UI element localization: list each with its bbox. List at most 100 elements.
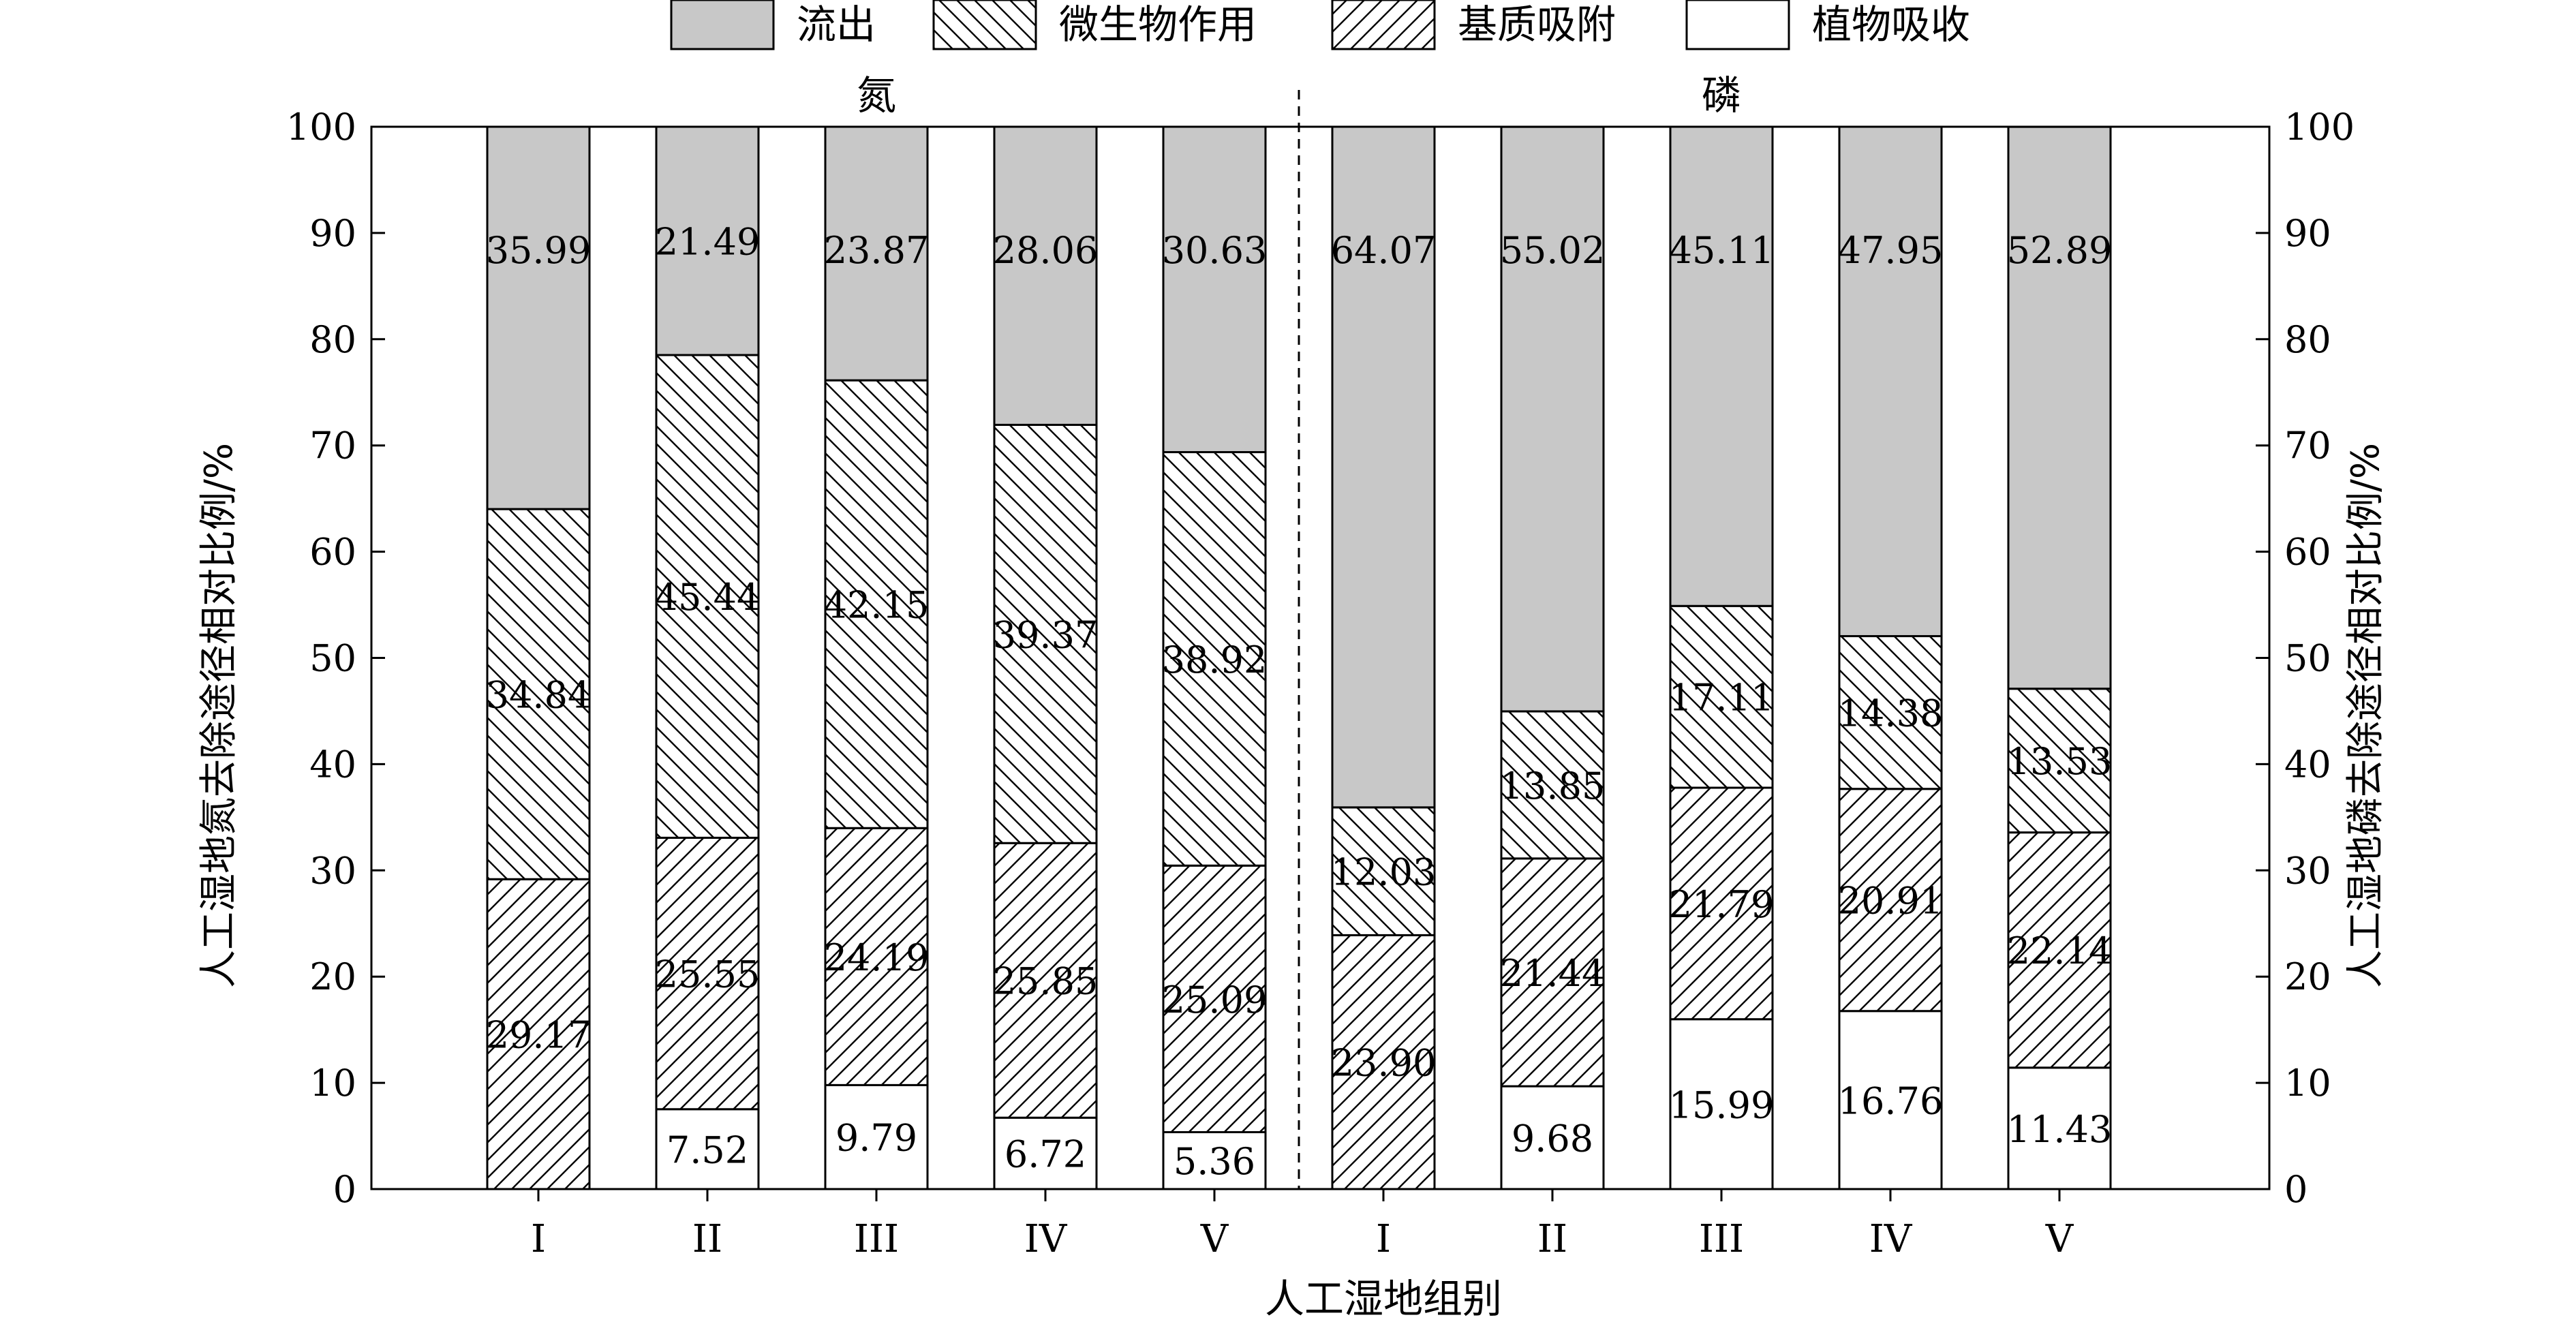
y-tick-label-right: 20 bbox=[2284, 955, 2331, 998]
data-label: 15.99 bbox=[1669, 1083, 1775, 1126]
data-label: 28.06 bbox=[993, 229, 1099, 272]
bar-segment bbox=[1162, 125, 1267, 454]
y-tick-label-left: 0 bbox=[333, 1168, 356, 1211]
data-label: 6.72 bbox=[1005, 1133, 1086, 1176]
bar-segment bbox=[1669, 604, 1774, 789]
y-axis-title-right: 人工湿地磷去除途径相对比例/% bbox=[2344, 443, 2388, 988]
bar-segment bbox=[993, 423, 1098, 844]
data-labels: 29.17 34.84 35.99 7.52 25.55 45.44 21.49 9.79 24… bbox=[486, 221, 2113, 1184]
bar-segment bbox=[1331, 934, 1436, 1190]
data-label: 5.36 bbox=[1174, 1140, 1255, 1183]
bar-segment bbox=[1162, 1130, 1267, 1190]
bar-segment bbox=[824, 1083, 929, 1190]
data-label: 21.44 bbox=[1500, 952, 1606, 995]
bar-segment bbox=[1669, 786, 1774, 1021]
bar-segment bbox=[486, 125, 591, 510]
bar-segment bbox=[486, 508, 591, 880]
y-tick-label-right: 0 bbox=[2284, 1168, 2307, 1211]
data-label: 25.09 bbox=[1162, 979, 1268, 1021]
data-label: 23.87 bbox=[824, 229, 930, 272]
x-tick-label: I bbox=[1376, 1217, 1391, 1261]
y-tick-label-left: 40 bbox=[309, 743, 356, 786]
x-tick-label: IV bbox=[1024, 1217, 1068, 1261]
bar-segment bbox=[1331, 125, 1436, 809]
data-label: 24.19 bbox=[824, 936, 930, 979]
data-label: 13.85 bbox=[1500, 765, 1606, 807]
data-label: 52.89 bbox=[2007, 229, 2113, 272]
data-label: 23.90 bbox=[1331, 1042, 1437, 1085]
bar-segment bbox=[2007, 125, 2112, 690]
x-tick-label: III bbox=[854, 1217, 899, 1261]
data-label: 12.03 bbox=[1331, 851, 1437, 894]
data-label: 38.92 bbox=[1162, 638, 1268, 681]
y-tick-label-right: 80 bbox=[2284, 318, 2331, 361]
bar-segment bbox=[993, 125, 1098, 426]
bar-segment bbox=[1838, 788, 1943, 1013]
data-label: 34.84 bbox=[486, 674, 592, 717]
bar-segment bbox=[2007, 688, 2112, 834]
data-label: 9.68 bbox=[1512, 1118, 1593, 1160]
data-label: 9.79 bbox=[835, 1117, 917, 1160]
legend-swatch bbox=[1331, 0, 1436, 50]
group-labels: 氮磷 bbox=[857, 72, 1741, 119]
legend-swatch bbox=[932, 0, 1037, 50]
group-label: 磷 bbox=[1702, 72, 1741, 119]
data-label: 21.49 bbox=[655, 221, 761, 264]
data-label: 64.07 bbox=[1331, 229, 1437, 272]
bar-segment bbox=[993, 842, 1098, 1119]
legend-swatch bbox=[670, 0, 775, 50]
x-tick-label: I bbox=[531, 1217, 546, 1261]
data-label: 25.85 bbox=[993, 960, 1099, 1003]
data-label: 25.55 bbox=[655, 953, 761, 996]
legend-label: 流出 bbox=[797, 1, 876, 48]
bar-segment bbox=[1500, 710, 1605, 860]
data-label: 35.99 bbox=[486, 229, 592, 272]
data-label: 7.52 bbox=[666, 1128, 748, 1171]
legend-swatch bbox=[1685, 0, 1790, 50]
data-label: 20.91 bbox=[1838, 880, 1944, 923]
bar-segment bbox=[1331, 806, 1436, 936]
x-axis-title: 人工湿地组别 bbox=[1265, 1276, 1502, 1321]
bar-segment bbox=[2007, 1066, 2112, 1190]
legend-label: 基质吸附 bbox=[1458, 1, 1616, 48]
x-tick-label: V bbox=[1200, 1217, 1229, 1261]
data-label: 29.17 bbox=[486, 1014, 592, 1057]
y-tick-label-left: 30 bbox=[309, 849, 356, 892]
bar-segment bbox=[655, 354, 760, 839]
y-tick-label-left: 100 bbox=[286, 106, 356, 149]
bars bbox=[486, 125, 2112, 1190]
data-label: 11.43 bbox=[2007, 1108, 2113, 1151]
y-tick-label-right: 90 bbox=[2284, 212, 2331, 255]
y-tick-label-right: 60 bbox=[2284, 531, 2331, 574]
bar-segment bbox=[655, 836, 760, 1111]
data-label: 45.44 bbox=[655, 576, 761, 619]
x-tick-label: II bbox=[1537, 1217, 1567, 1261]
data-label: 21.79 bbox=[1669, 883, 1775, 926]
data-label: 39.37 bbox=[993, 613, 1099, 656]
y-axis-title-left: 人工湿地氮去除途径相对比例/% bbox=[197, 443, 241, 988]
data-label: 13.53 bbox=[2007, 740, 2113, 783]
x-tick-label: V bbox=[2045, 1217, 2074, 1261]
x-tick-label: II bbox=[692, 1217, 722, 1261]
data-label: 30.63 bbox=[1162, 229, 1268, 272]
y-tick-label-left: 50 bbox=[309, 637, 356, 680]
axes: 0 0 10 10 20 20 30 30 40 40 50 50 60 60 70 70 80 80 90 90 10… bbox=[286, 90, 2355, 1261]
y-tick-label-left: 20 bbox=[309, 955, 356, 998]
bar-segment bbox=[1838, 1010, 1943, 1190]
data-label: 45.11 bbox=[1669, 229, 1775, 272]
y-tick-label-right: 100 bbox=[2284, 106, 2355, 149]
data-label: 22.14 bbox=[2007, 929, 2113, 972]
bar-segment bbox=[824, 827, 929, 1086]
bar-segment bbox=[824, 125, 929, 382]
y-tick-label-right: 40 bbox=[2284, 743, 2331, 786]
group-label: 氮 bbox=[857, 72, 896, 119]
bar-segment bbox=[1162, 864, 1267, 1133]
data-label: 14.38 bbox=[1838, 692, 1944, 735]
y-tick-label-left: 10 bbox=[309, 1062, 356, 1105]
bar-segment bbox=[1669, 125, 1774, 607]
x-tick-label: III bbox=[1699, 1217, 1744, 1261]
data-label: 16.76 bbox=[1838, 1079, 1944, 1122]
bar-segment bbox=[1500, 125, 1605, 713]
